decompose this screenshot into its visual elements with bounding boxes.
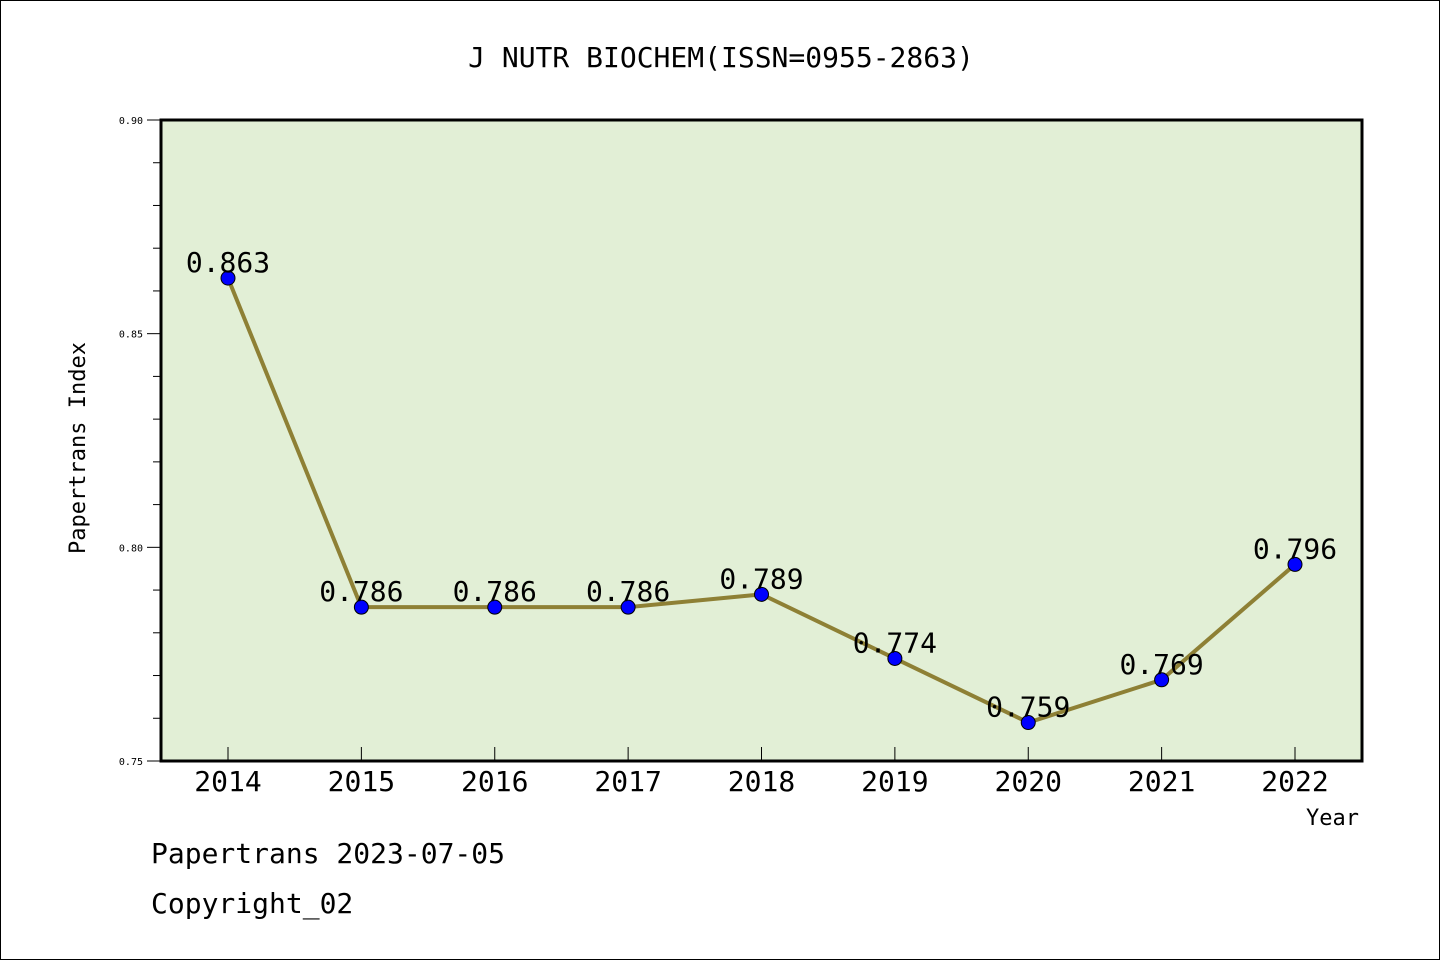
y-tick-label: 0.75 [119, 757, 143, 768]
y-tick-label: 0.80 [119, 543, 143, 554]
data-point [1287, 556, 1303, 572]
data-point [1154, 672, 1170, 688]
plot-area [159, 118, 1364, 763]
data-label: 0.789 [719, 562, 803, 595]
data-label: 0.786 [586, 575, 670, 608]
data-point [754, 586, 769, 602]
chart-title: J NUTR BIOCHEM(ISSN=0955-2863) [468, 41, 974, 74]
data-point [487, 599, 503, 615]
x-tick-label: 2015 [328, 765, 395, 798]
footer-date: Papertrans 2023-07-05 [151, 837, 506, 870]
x-tick-label: 2021 [1128, 765, 1195, 798]
x-axis-title: Year [1306, 806, 1359, 831]
data-point [220, 270, 236, 286]
x-tick-label: 2016 [461, 765, 528, 798]
y-tick-label: 0.85 [119, 330, 143, 341]
data-label: 0.863 [186, 246, 270, 279]
x-tick-label: 2017 [594, 765, 661, 798]
x-tick-label: 2022 [1261, 765, 1328, 798]
x-tick-label: 2020 [995, 765, 1062, 798]
data-label: 0.774 [853, 626, 937, 659]
data-label: 0.759 [986, 691, 1070, 724]
x-tick-label: 2014 [194, 765, 261, 798]
data-label: 0.786 [453, 575, 537, 608]
data-label: 0.786 [319, 575, 403, 608]
data-point [353, 599, 369, 615]
y-tick-label: 0.90 [119, 116, 143, 127]
data-label: 0.769 [1119, 648, 1203, 681]
data-point [1020, 715, 1036, 731]
x-tick-label: 2019 [861, 765, 928, 798]
data-point [887, 650, 903, 666]
data-point [620, 599, 636, 615]
x-tick-label: 2018 [728, 765, 795, 798]
data-label: 0.796 [1253, 532, 1337, 565]
y-axis-title: Papertrans Index [66, 342, 91, 554]
footer-copyright: Copyright_02 [151, 887, 354, 920]
